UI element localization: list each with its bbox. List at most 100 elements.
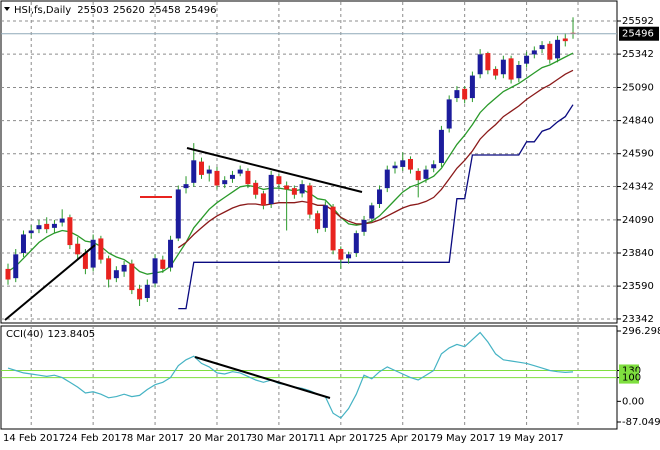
candle-body [160, 259, 166, 269]
candle-body [90, 239, 96, 268]
candle-body [36, 225, 42, 230]
candle-body [206, 169, 212, 174]
candle-body [562, 38, 568, 42]
candle-body [229, 174, 235, 179]
y-tick-label: 23840 [622, 248, 654, 259]
candle-body [245, 170, 251, 185]
candle-body [477, 54, 483, 75]
high-value: 25620 [113, 5, 145, 16]
candle-body [237, 169, 243, 174]
x-tick-label: 8 Mar 2017 [127, 433, 184, 444]
y-tick-label: 23342 [622, 314, 654, 325]
candle-body [291, 188, 297, 195]
candle-body [508, 58, 514, 80]
candle-body [469, 75, 475, 99]
candle-body [20, 234, 26, 254]
y-tick-label: 25592 [622, 16, 654, 27]
candle-body [531, 50, 537, 55]
candle-body [44, 223, 50, 230]
candle-body [400, 160, 406, 167]
last-price-label: 25496 [622, 29, 654, 40]
y-tick-label: 0.00 [622, 396, 644, 407]
candle-body [214, 170, 220, 186]
price-panel-frame [0, 0, 618, 324]
candle-body [152, 258, 158, 284]
candle-body [392, 165, 398, 169]
grid [1, 2, 621, 428]
candle-body [67, 217, 73, 246]
cci-header: CCI(40) 123.8405 [6, 329, 95, 340]
candle-body [98, 238, 104, 260]
candle-body [369, 205, 375, 219]
candle-body [260, 193, 266, 206]
candle-body [268, 174, 274, 205]
candle-body [322, 205, 328, 228]
open-value: 25503 [77, 5, 109, 16]
candle-body [28, 230, 34, 234]
y-tick-label: 296.2986 [622, 326, 660, 337]
candle-body [377, 189, 383, 205]
y-tick-label: 24840 [622, 116, 654, 127]
x-tick-label: 20 Mar 2017 [189, 433, 252, 444]
candle-body [330, 206, 336, 251]
y-tick-label: 100 [622, 373, 641, 384]
chart-header: HSI,fs,Daily 25503 25620 25458 25496 [14, 5, 216, 16]
candle-body [446, 99, 452, 129]
x-tick-label: 19 May 2017 [498, 433, 563, 444]
candle-body [524, 55, 530, 64]
candle-body [129, 263, 135, 291]
x-tick-label: 25 Apr 2017 [375, 433, 437, 444]
candle-body [493, 68, 499, 76]
candle-body [82, 253, 88, 269]
candle-body [454, 90, 460, 99]
candle-body [253, 182, 259, 195]
y-tick-label: 25090 [622, 82, 654, 93]
y-tick-label: 130 [622, 365, 641, 376]
candle-body [175, 189, 181, 239]
x-tick-label: 9 May 2017 [436, 433, 495, 444]
candle-body [384, 169, 390, 189]
indicator-line [178, 104, 574, 310]
candle-body [555, 39, 561, 59]
candle-body [516, 64, 522, 79]
candle-body [423, 169, 429, 179]
plot [1, 17, 617, 419]
candle-body [13, 254, 19, 279]
candle-body [307, 185, 313, 215]
candle-body [299, 184, 305, 194]
cci-title: CCI(40) [6, 329, 44, 340]
y-tick-label: -87.0498 [622, 417, 660, 428]
candle-body [144, 284, 150, 299]
x-tick-label: 14 Feb 2017 [3, 433, 65, 444]
last-price-box [619, 26, 659, 41]
candle-body [462, 88, 468, 100]
x-tick-label: 30 Mar 2017 [251, 433, 314, 444]
trend-line [186, 147, 363, 193]
cci-value: 123.8405 [47, 329, 95, 340]
candle-body [539, 45, 545, 50]
y-tick-label: 24342 [622, 182, 654, 193]
candle-body [315, 213, 321, 230]
candle-body [168, 239, 174, 268]
candle-body [353, 233, 359, 254]
low-value: 25458 [149, 5, 181, 16]
y-tick-label: 25342 [622, 49, 654, 60]
y-tick-label: 24090 [622, 215, 654, 226]
indicator-line [177, 69, 574, 249]
y-tick-label: 24590 [622, 149, 654, 160]
candle-body [199, 161, 204, 175]
close-value: 25496 [185, 5, 217, 16]
candle-body [137, 288, 143, 300]
chart-title: HSI,fs,Daily [14, 5, 71, 16]
candle-body [113, 270, 119, 279]
candle-body [346, 254, 352, 259]
trend-line [4, 244, 96, 321]
candle-body [59, 218, 65, 223]
candle-body [338, 249, 344, 260]
candle-body [222, 180, 228, 185]
x-tick-label: 24 Feb 2017 [65, 433, 127, 444]
candle-body [183, 184, 189, 189]
candle-body [191, 160, 197, 183]
candle-body [415, 170, 421, 181]
candle-body [431, 164, 437, 169]
